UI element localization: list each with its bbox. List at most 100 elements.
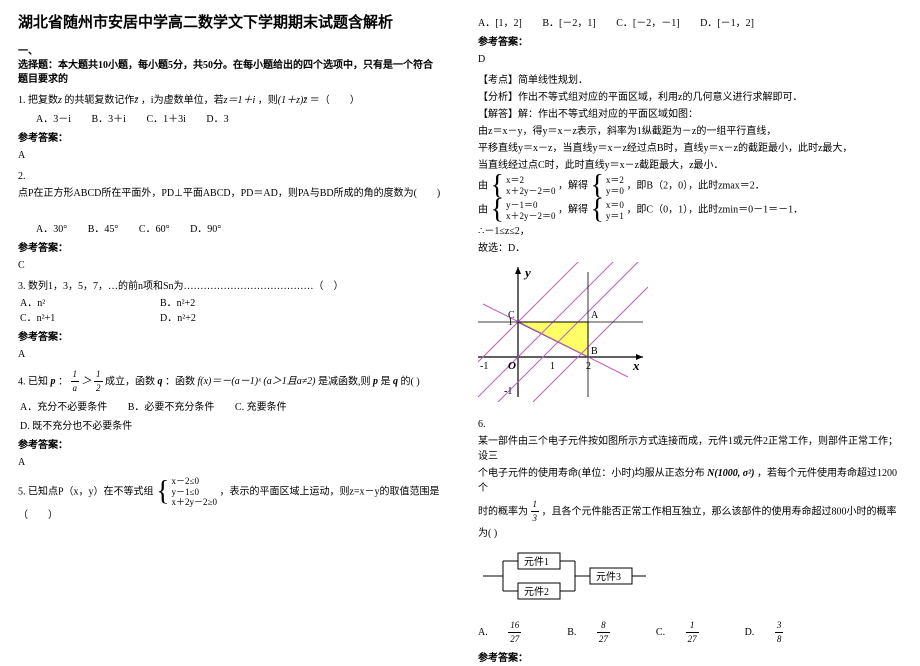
q5-ans-label: 参考答案： (478, 35, 902, 50)
q6-optA: 1627 (508, 619, 539, 647)
y-arrow-icon (515, 267, 521, 274)
q6-options: A. 1627 B. 827 C. 127 D. 38 (478, 619, 902, 647)
t: 由 (478, 205, 488, 216)
y-label: y (523, 265, 531, 280)
frac-d: a (71, 382, 80, 396)
q5-s2: y－1≤0 (172, 487, 217, 498)
q5-optB: B．[－2，1] (542, 18, 595, 29)
q2-ans: C (18, 258, 442, 273)
brace-icon: { (491, 199, 504, 221)
n: 16 (508, 619, 521, 634)
q2-options: A．30° B．45° C．60° D．90° (36, 222, 442, 237)
q1-t2: 的共轭复数记作 (64, 95, 134, 106)
q4-q: q (158, 374, 163, 389)
q1-ans: A (18, 148, 442, 163)
q6-te: ，且各个元件能否正常工作相互独立，那么该部件的使用寿命超过800小时的概率为( … (478, 506, 897, 539)
q1-optD: D．3 (206, 114, 228, 125)
q3-options: A．n² B．n²+2 C．n²+1 D．n²+2 (20, 296, 442, 326)
q6-lblA: A. (478, 627, 488, 638)
q3-optB: B．n²+2 (160, 296, 195, 311)
q1-t1: 1. 把复数 (18, 95, 58, 106)
q2-text: 点P在正方形ABCD所在平面外，PD⊥平面ABCD，PD＝AD，则PA与BD所成… (18, 186, 442, 201)
q4-td: ：函数 (165, 376, 195, 387)
frac-n: 1 (71, 368, 80, 383)
q1-options: A．3－i B．3＋i C．1＋3i D．3 (36, 112, 442, 127)
q4-te: 是减函数,则 (318, 376, 371, 387)
pt-A: A (591, 310, 599, 321)
elem1-label: 元件1 (524, 556, 549, 568)
q5-s1: x－2≤0 (172, 476, 217, 487)
t: 由 (478, 181, 488, 192)
question-2: 2. 点P在正方形ABCD所在平面外，PD⊥平面ABCD，PD＝AD，则PA与B… (18, 169, 442, 273)
q5-exp-l3: 【解答】解：作出不等式组对应的平面区域如图： (478, 107, 902, 122)
q1-z: z (58, 93, 62, 108)
circuit-diagram: 元件1 元件2 元件3 (478, 549, 648, 604)
q4-cond: (a＞1且a≠2) (263, 374, 315, 389)
q4-q2: q (393, 374, 398, 389)
l: x＝2 (606, 175, 624, 186)
d: 3 (531, 512, 540, 526)
l: y－1＝0 (506, 200, 556, 211)
question-6: 6. 某一部件由三个电子元件按如图所示方式连接而成，元件1或元件2正常工作，则部… (478, 417, 902, 666)
q1-eq2: (1＋z)z̄ (278, 93, 307, 108)
n: 1 (686, 619, 699, 634)
elem3-label: 元件3 (596, 571, 621, 583)
q6-num: 6. (478, 417, 902, 432)
q4-tg: 的( ) (401, 376, 420, 387)
question-4: 4. 已知 p ： 1a ＞ 12 成立，函数 q ：函数 f(x)＝－(a－1… (18, 368, 442, 470)
q4-frac1: 1a (71, 368, 80, 396)
q6-optD: 38 (775, 619, 802, 647)
d: 27 (597, 633, 610, 647)
q2-ans-label: 参考答案： (18, 241, 442, 256)
elem2-label: 元件2 (524, 586, 549, 598)
q5-exp-l9: ∴－1≤z≤2， (478, 224, 902, 239)
q3-text: 3. 数列1，3，5，7，…的前n项和Sn为…………………………………（ ） (18, 279, 442, 294)
q5-optA: A．[1，2] (478, 18, 522, 29)
q5-exp-l5: 平移直线y＝x－z，当直线y＝x－z经过点B时，直线y＝x－z的截距最小，此时z… (478, 141, 902, 156)
q4-p2: p (373, 374, 378, 389)
q2-optA: A．30° (36, 224, 67, 235)
q3-optA: A．n² (20, 296, 160, 311)
q3-optC: C．n²+1 (20, 311, 160, 326)
frac-d: 2 (94, 382, 103, 396)
section-num: 一、 (18, 45, 442, 59)
q4-p: p (51, 374, 56, 389)
tick-1: 1 (550, 361, 555, 372)
t: ，即B（2，0），此时zmax＝2． (626, 181, 764, 192)
pt-B: B (591, 346, 598, 357)
q4-optB: B．必要不充分条件 (128, 402, 215, 413)
q6-optB: 827 (597, 619, 628, 647)
q6-lblD: D. (745, 627, 755, 638)
right-column: A．[1，2] B．[－2，1] C．[－2，－1] D．[－1，2] 参考答案… (460, 0, 920, 651)
n: 3 (775, 619, 784, 634)
q6-lblC: C. (656, 627, 665, 638)
n: 8 (597, 619, 610, 634)
q4-frac2: 12 (94, 368, 103, 396)
l: x＋2y－2＝0 (506, 186, 556, 197)
q5-options: A．[1，2] B．[－2，1] C．[－2，－1] D．[－1，2] (478, 16, 902, 31)
l: y＝0 (606, 186, 624, 197)
frac-n: 1 (94, 368, 103, 383)
question-5: 5. 已知点P（x，y）在不等式组 { x－2≤0 y－1≤0 x＋2y－2≥0… (18, 476, 442, 523)
q5-ta: 5. 已知点P（x，y）在不等式组 (18, 486, 154, 497)
t: ，解得 (558, 205, 588, 216)
gt1: ＞ (82, 374, 92, 389)
tick-2: 2 (586, 361, 591, 372)
q3-ans: A (18, 347, 442, 362)
q6-line3: 时的概率为 13 ，且各个元件能否正常工作相互独立，那么该部件的使用寿命超过80… (478, 498, 902, 541)
q5-stem: 5. 已知点P（x，y）在不等式组 { x－2≤0 y－1≤0 x＋2y－2≥0… (18, 476, 442, 523)
q4-ans-label: 参考答案： (18, 438, 442, 453)
page-title: 湖北省随州市安居中学高二数学文下学期期末试题含解析 (18, 12, 442, 35)
q3-optD: D．n²+2 (160, 311, 196, 326)
q6-line2: 个电子元件的使用寿命(单位：小时)均服从正态分布 N(1000, σ²) ，若每… (478, 466, 902, 496)
q2-blank (18, 203, 442, 218)
q2-num: 2. (18, 169, 442, 184)
q6-tb: 个电子元件的使用寿命(单位：小时)均服从正态分布 (478, 468, 705, 479)
q4-tc: 成立，函数 (105, 376, 155, 387)
pt-C: C (508, 310, 515, 321)
q5-exp-l4: 由z＝x－y，得y＝x－z表示，斜率为1纵截距为－z的一组平行直线， (478, 124, 902, 139)
xtick-n1: -1 (480, 361, 488, 372)
q6-dist: N(1000, σ²) (707, 466, 754, 481)
q6-ans-label: 参考答案： (478, 651, 902, 666)
q1-ans-label: 参考答案： (18, 131, 442, 146)
